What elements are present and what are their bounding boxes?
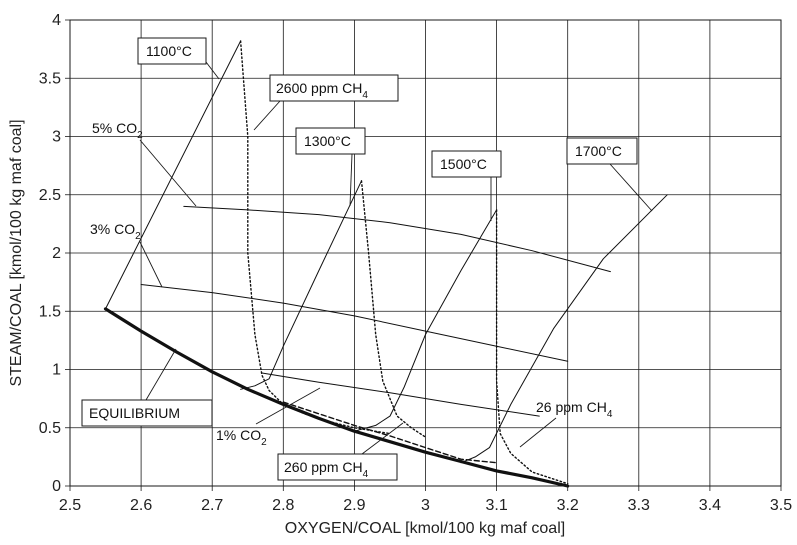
annotations: 1100°C 2600 ppm CH4 5% CO2 1300°C 1500°C 1700…: [81, 37, 653, 481]
series-line-1300-c: [240, 180, 362, 390]
y-tick-label: 0: [52, 478, 61, 495]
annotation-box-1300-c: [295, 127, 366, 155]
annotation-label-3-co: 3% CO2: [90, 221, 141, 242]
x-tick-label: 3.2: [557, 497, 579, 514]
plot-frame: [69, 19, 782, 487]
annotation-leader-26-ppm-ch: [519, 417, 557, 448]
y-tick-label: 1.5: [39, 303, 61, 320]
y-axis-title: STEAM/COAL [kmol/100 kg maf coal]: [8, 119, 25, 386]
annotation-leader-260-ppm-ch: [361, 422, 404, 455]
series: [103, 40, 668, 488]
x-tick-label: 2.7: [201, 497, 223, 514]
annotation-label-5-co: 5% CO2: [92, 120, 143, 141]
y-tick-label: 1: [52, 362, 61, 379]
series-line-1100-c: [105, 40, 242, 310]
annotation-leader-equilibrium: [145, 348, 177, 401]
series-line-1700-c: [460, 194, 668, 464]
series-line-1500-c-dotted: [495, 209, 569, 485]
annotation-box-1700-c: [566, 137, 638, 165]
x-tick-label: 3.4: [699, 497, 721, 514]
x-axis-title: OXYGEN/COAL [kmol/100 kg maf coal]: [285, 520, 565, 537]
annotation-leader-1100-c: [205, 61, 220, 80]
annotation-leader-5-co: [139, 139, 197, 207]
x-tick-label: 3.1: [485, 497, 507, 514]
x-tick-label: 2.6: [130, 497, 152, 514]
annotation-label-equilibrium: EQUILIBRIUM: [89, 405, 180, 421]
annotation-box-equilibrium: [81, 399, 213, 427]
y-tick-label: 2: [52, 245, 61, 262]
annotation-leader-1300-c: [349, 153, 353, 207]
annotation-box-1500-c: [431, 150, 502, 178]
series-line-1300-c-dotted: [360, 180, 427, 438]
y-tick-label: 3: [52, 129, 61, 146]
annotation-label-2600-ppm-ch: 2600 ppm CH4: [276, 80, 368, 101]
annotation-leader-1-co: [255, 387, 321, 425]
y-tick-label: 3.5: [39, 70, 61, 87]
annotation-label-1-co: 1% CO2: [216, 427, 267, 448]
y-tick-label: 2.5: [39, 187, 61, 204]
annotation-label-1300-c: 1300°C: [304, 133, 351, 149]
y-tick-label: 4: [52, 12, 61, 29]
annotation-box-1100-c: [137, 37, 207, 65]
tick-labels: 2.5 2.6 2.7 2.8 2.9 3 3.1 3.2 3.3 3.4 3.5 0 0.5 1 1.5 2…: [39, 12, 792, 514]
x-tick-label: 2.9: [343, 497, 365, 514]
annotation-box-2600-ppm-ch: [269, 74, 399, 102]
annotation-label-1100-c: 1100°C: [146, 43, 192, 59]
annotation-label-1700-c: 1700°C: [575, 143, 622, 159]
series-line-1-co2: [261, 372, 540, 417]
annotation-box-260-ppm-ch: [277, 453, 398, 481]
annotation-label-260-ppm-ch: 260 ppm CH4: [284, 459, 369, 480]
series-line-1500-c: [353, 209, 498, 432]
y-tick-label: 0.5: [39, 420, 61, 437]
x-tick-label: 3.5: [770, 497, 792, 514]
x-tick-label: 3.3: [628, 497, 650, 514]
x-tick-label: 2.8: [272, 497, 294, 514]
annotation-label-1500-c: 1500°C: [440, 156, 487, 172]
series-line-2600-ppm-ch4: [239, 40, 391, 435]
annotation-label-26-ppm-ch: 26 ppm CH4: [536, 399, 613, 420]
x-tick-label: 2.5: [59, 497, 81, 514]
series-line-equilibrium: [103, 307, 570, 488]
series-line-260-ppm-ch4: [282, 401, 498, 464]
annotation-leader-3-co: [139, 241, 163, 288]
annotation-leader-2600-ppm-ch: [253, 100, 281, 131]
x-tick-label: 3: [421, 497, 430, 514]
annotation-leader-1700-c: [609, 163, 653, 212]
